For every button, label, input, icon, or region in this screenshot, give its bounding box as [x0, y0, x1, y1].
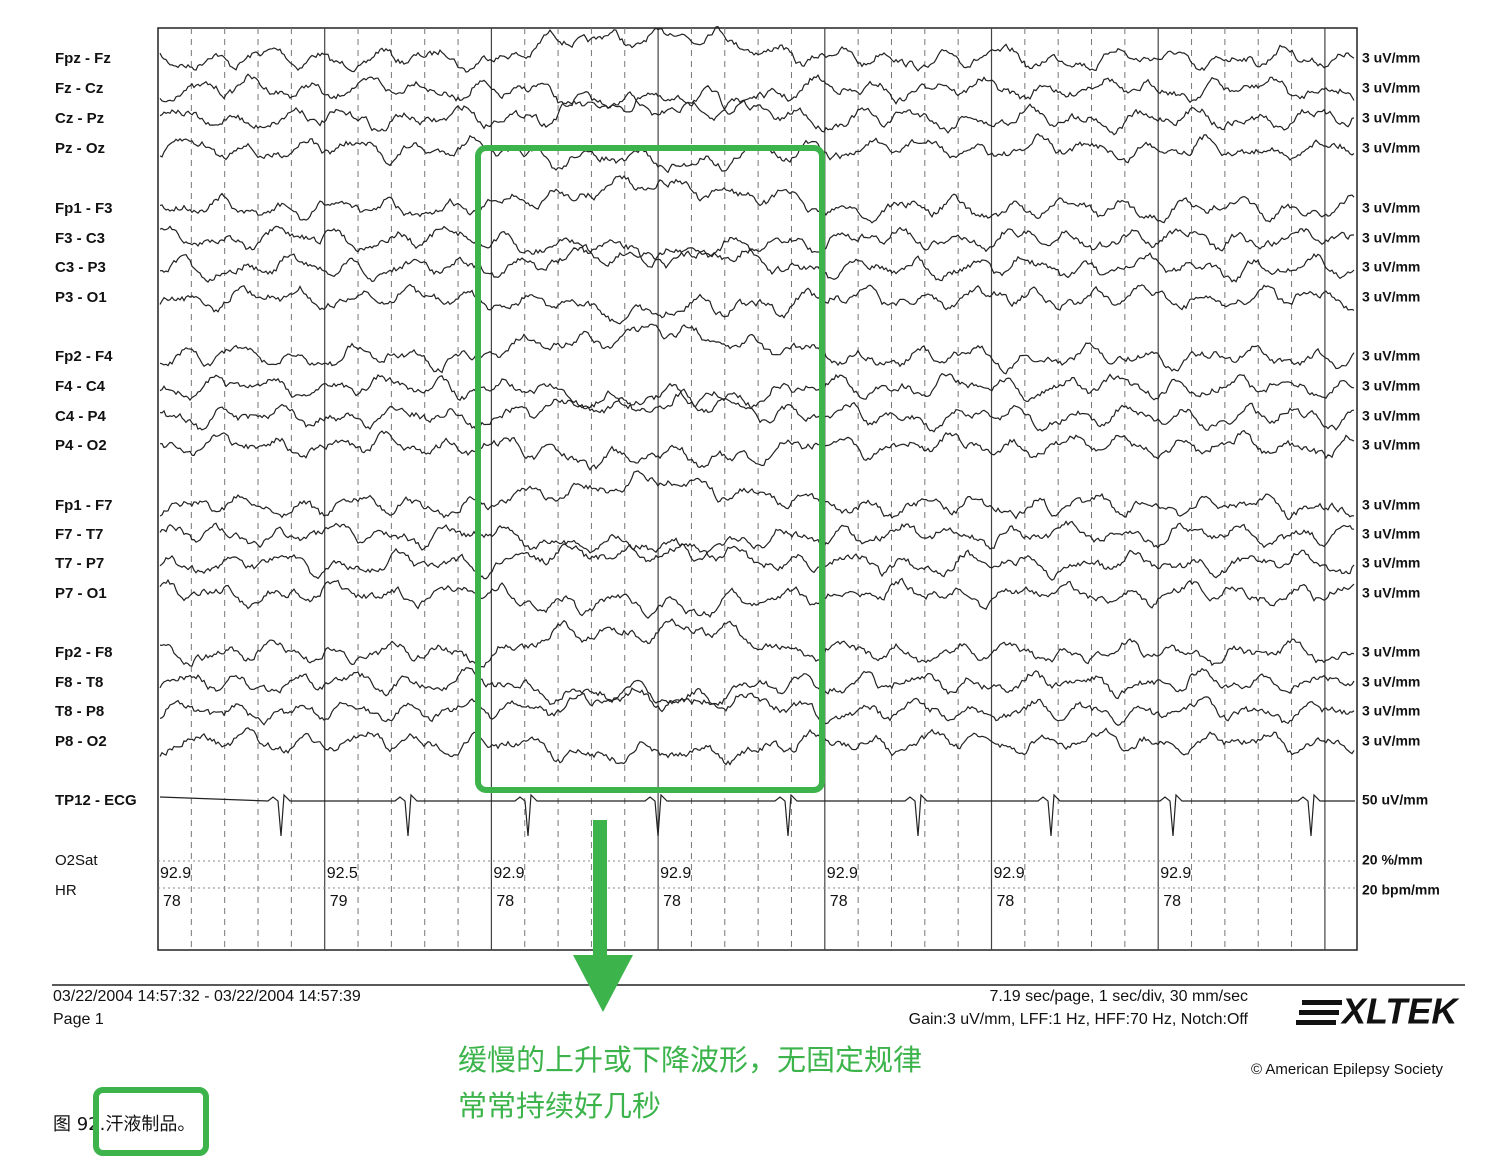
- waveform: [159, 618, 1355, 668]
- channel-label: F3 - C3: [55, 230, 105, 247]
- channel-label: Fz - Cz: [55, 80, 103, 97]
- waveform: [159, 542, 1355, 581]
- waveform: [159, 470, 1355, 521]
- channel-label: Pz - Oz: [55, 140, 105, 157]
- o2sat-value: 92.9: [827, 865, 858, 882]
- trace-frame: [157, 27, 1358, 951]
- channel-scale: 3 uV/mm: [1362, 526, 1420, 542]
- waveform: [159, 793, 1355, 837]
- o2sat-value: 92.9: [1160, 865, 1191, 882]
- channel-label: Fp2 - F4: [55, 348, 113, 365]
- channel-scale: 3 uV/mm: [1362, 259, 1420, 275]
- channel-label: P8 - O2: [55, 733, 107, 750]
- channel-scale: 3 uV/mm: [1362, 703, 1420, 719]
- annotation-line: 缓慢的上升或下降波形，无固定规律: [458, 1043, 922, 1077]
- arrow: [573, 820, 633, 1012]
- channel-scale: 3 uV/mm: [1362, 408, 1420, 424]
- o2sat-value: 92.9: [160, 865, 191, 882]
- copyright: © American Epilepsy Society: [1251, 1061, 1443, 1078]
- o2sat-value: 92.9: [994, 865, 1025, 882]
- hr-value: 78: [1163, 893, 1181, 910]
- waveform: [159, 520, 1355, 562]
- channel-scale: 3 uV/mm: [1362, 674, 1420, 690]
- channel-scale: 3 uV/mm: [1362, 200, 1420, 216]
- channel-label: Cz - Pz: [55, 110, 104, 127]
- hr-value: 78: [997, 893, 1015, 910]
- channel-scale: 20 %/mm: [1362, 852, 1423, 868]
- logo-text: XLTEK: [1340, 991, 1460, 1032]
- channel-scale: 3 uV/mm: [1362, 555, 1420, 571]
- channel-label: P3 - O1: [55, 289, 107, 306]
- channel-label: C4 - P4: [55, 408, 107, 425]
- waveform: [159, 243, 1355, 283]
- channel-label: T7 - P7: [55, 555, 104, 572]
- channel-scale: 3 uV/mm: [1362, 140, 1420, 156]
- waveform: [159, 687, 1355, 726]
- channel-label: T8 - P8: [55, 703, 104, 720]
- channel-label: F7 - T7: [55, 526, 103, 543]
- channel-scale: 50 uV/mm: [1362, 792, 1428, 808]
- hr-value: 79: [330, 893, 348, 910]
- settings: Gain:3 uV/mm, LFF:1 Hz, HFF:70 Hz, Notch…: [909, 1011, 1249, 1028]
- hr-value: 78: [496, 893, 514, 910]
- waveform: [159, 667, 1355, 706]
- channel-scale: 3 uV/mm: [1362, 585, 1420, 601]
- waveform: [159, 175, 1355, 224]
- hr-value: 78: [163, 893, 181, 910]
- channel-scale: 3 uV/mm: [1362, 437, 1420, 453]
- channel-scale: 3 uV/mm: [1362, 378, 1420, 394]
- page-number: Page 1: [53, 1011, 104, 1028]
- channel-label: HR: [55, 882, 77, 899]
- channel-scale: 3 uV/mm: [1362, 733, 1420, 749]
- waveform: [159, 323, 1355, 375]
- waveform: [159, 225, 1354, 268]
- channel-label: P7 - O1: [55, 585, 107, 602]
- waveform: [159, 133, 1355, 174]
- caption-highlight: [93, 1087, 209, 1156]
- logo: XLTEK: [1296, 991, 1460, 1032]
- o2sat-value: 92.5: [327, 865, 358, 882]
- timebase: 7.19 sec/page, 1 sec/div, 30 mm/sec: [990, 988, 1249, 1005]
- channel-label: F8 - T8: [55, 674, 103, 691]
- channel-scale: 3 uV/mm: [1362, 497, 1420, 513]
- channel-scale: 3 uV/mm: [1362, 348, 1420, 364]
- waveform: [159, 26, 1355, 73]
- channel-label: O2Sat: [55, 852, 98, 869]
- hr-value: 78: [830, 893, 848, 910]
- time-range: 03/22/2004 14:57:32 - 03/22/2004 14:57:3…: [53, 988, 361, 1005]
- channel-scale: 3 uV/mm: [1362, 230, 1420, 246]
- waveform: [159, 388, 1355, 433]
- channel-scale: 3 uV/mm: [1362, 110, 1420, 126]
- channel-scale: 3 uV/mm: [1362, 644, 1420, 660]
- channel-scale: 3 uV/mm: [1362, 50, 1420, 66]
- channel-label: TP12 - ECG: [55, 792, 137, 809]
- caption: 图 92.汗液制品。: [53, 1114, 195, 1135]
- waveform: [159, 73, 1355, 115]
- channel-label: C3 - P3: [55, 259, 106, 276]
- channel-scale: 20 bpm/mm: [1362, 882, 1440, 898]
- channel-label: F4 - C4: [55, 378, 106, 395]
- channel-label: Fp1 - F7: [55, 497, 113, 514]
- o2sat-value: 92.9: [660, 865, 691, 882]
- highlight-box: [475, 145, 825, 793]
- waveform: [159, 429, 1355, 471]
- waveform: [159, 577, 1355, 620]
- channel-scale: 3 uV/mm: [1362, 80, 1420, 96]
- waveform: [159, 283, 1355, 325]
- channel-label: Fp1 - F3: [55, 200, 113, 217]
- waveform: [159, 727, 1355, 766]
- channel-label: Fpz - Fz: [55, 50, 111, 67]
- channel-label: P4 - O2: [55, 437, 107, 454]
- o2sat-value: 92.9: [493, 865, 524, 882]
- annotation-line: 常常持续好几秒: [458, 1089, 661, 1123]
- hr-value: 78: [663, 893, 681, 910]
- channel-scale: 3 uV/mm: [1362, 289, 1420, 305]
- waveform: [159, 372, 1355, 410]
- waveform: [159, 91, 1355, 136]
- channel-label: Fp2 - F8: [55, 644, 113, 661]
